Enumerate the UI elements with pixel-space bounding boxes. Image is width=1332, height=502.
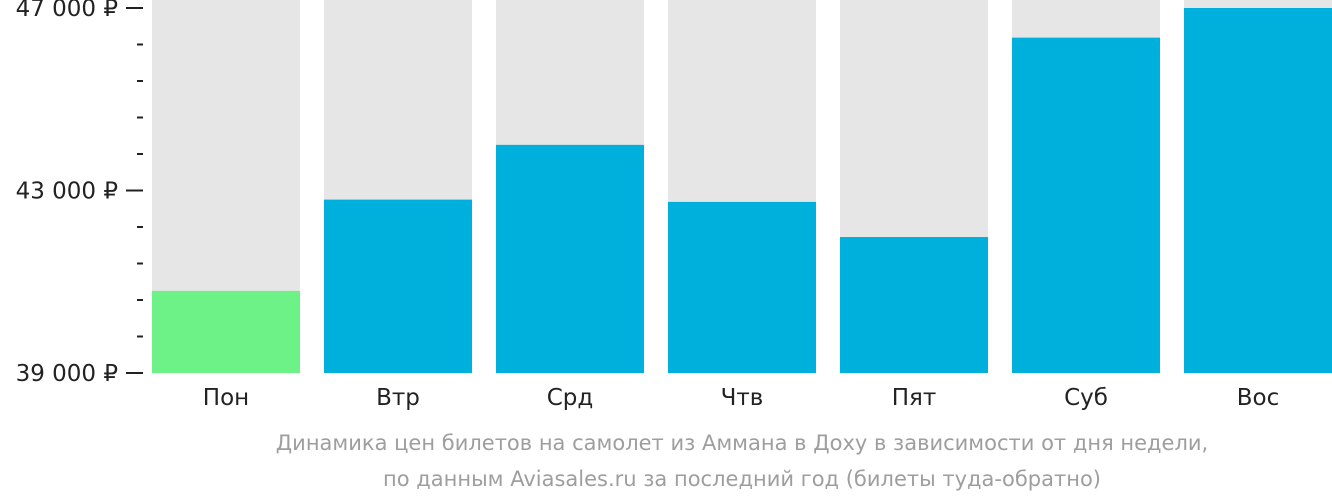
x-tick-label: Втр	[376, 385, 420, 411]
bar	[1184, 8, 1332, 373]
y-tick-label: 47 000 ₽	[16, 0, 118, 22]
y-tick-label: 43 000 ₽	[16, 179, 118, 205]
bar	[496, 144, 644, 373]
bar	[1012, 37, 1160, 373]
x-tick-label: Пон	[203, 385, 249, 411]
price-by-weekday-chart: Пон Втр Срд Чтв Пят Суб Вос 39 000 ₽ 43 000 ₽ 47 …	[16, 0, 1332, 411]
bar	[152, 290, 300, 373]
x-tick-label: Вос	[1237, 385, 1280, 411]
bar	[840, 237, 988, 373]
chart-caption-line2: по данным Aviasales.ru за последний год …	[383, 467, 1101, 491]
chart-caption-line1: Динамика цен билетов на самолет из Амман…	[275, 431, 1209, 455]
x-tick-label: Срд	[547, 385, 594, 411]
bar	[324, 199, 472, 373]
y-tick-label: 39 000 ₽	[16, 361, 118, 387]
x-tick-label: Чтв	[721, 385, 764, 411]
x-tick-label: Пят	[892, 385, 937, 411]
bar	[668, 201, 816, 373]
x-tick-label: Суб	[1064, 385, 1108, 411]
